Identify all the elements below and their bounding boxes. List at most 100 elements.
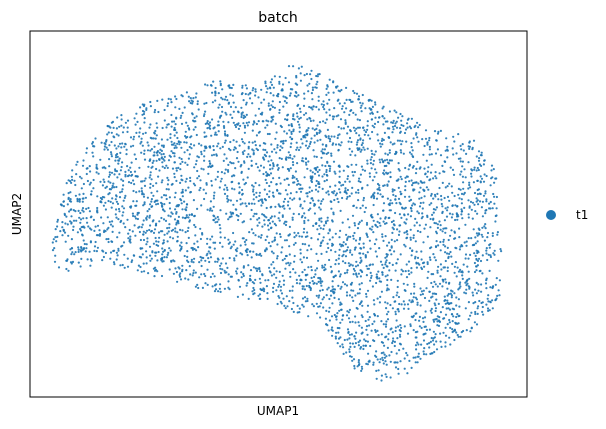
scatter-point [351,296,354,299]
scatter-point [130,174,133,177]
scatter-point [314,269,317,272]
scatter-point [143,179,146,182]
scatter-point [472,294,475,297]
scatter-point [80,226,83,229]
scatter-point [152,219,155,222]
scatter-point [95,163,98,166]
scatter-point [491,232,494,235]
scatter-point [236,267,239,270]
scatter-point [330,200,333,203]
scatter-point [138,230,141,234]
scatter-point [415,167,418,170]
scatter-point [351,342,354,345]
scatter-point [434,259,437,262]
scatter-point [411,204,414,207]
scatter-point [163,248,166,252]
scatter-point [333,135,336,138]
scatter-point [436,271,439,274]
scatter-point [139,106,142,109]
scatter-point [275,131,278,134]
scatter-point [311,197,314,200]
scatter-point [481,200,484,203]
scatter-point [484,227,487,230]
scatter-point [149,100,152,104]
scatter-point [360,104,363,107]
scatter-point [369,279,372,282]
scatter-point [266,292,269,295]
scatter-point [283,207,286,210]
scatter-point [468,140,471,143]
scatter-point [370,196,373,199]
scatter-point [370,156,373,159]
scatter-point [374,224,377,227]
scatter-point [266,172,269,175]
scatter-point [133,224,136,227]
scatter-point [103,166,106,169]
scatter-point [324,263,327,266]
scatter-point [80,187,83,190]
scatter-point [177,215,180,218]
scatter-point [252,266,255,269]
scatter-point [53,247,56,250]
scatter-point [420,290,423,293]
scatter-point [264,250,267,253]
scatter-point [193,242,196,245]
scatter-point [175,167,178,170]
scatter-point [179,181,182,184]
scatter-point [293,94,296,97]
scatter-point [383,222,387,225]
scatter-point [346,328,350,331]
scatter-point [157,142,160,145]
scatter-point [351,214,355,217]
scatter-point [458,248,461,251]
scatter-point [473,166,476,169]
scatter-point [226,266,229,269]
scatter-point [315,312,319,315]
scatter-point [490,164,494,167]
scatter-point [237,127,240,130]
scatter-point [312,305,315,308]
scatter-point [352,289,355,292]
scatter-point [320,103,323,106]
scatter-point [175,270,178,274]
scatter-point [335,318,338,321]
scatter-point [253,212,256,215]
scatter-point [355,331,358,334]
scatter-point [431,292,434,295]
scatter-point [242,237,245,240]
scatter-point [359,252,362,255]
scatter-point [404,180,407,183]
scatter-point [325,168,328,172]
scatter-point [460,202,463,205]
scatter-point [348,348,351,351]
scatter-point [338,275,342,278]
scatter-point [303,74,306,77]
scatter-point [116,254,119,257]
scatter-point [194,126,197,129]
scatter-point [237,160,240,163]
scatter-point [136,269,139,272]
scatter-point [368,324,371,327]
scatter-point [249,269,253,272]
scatter-point [193,223,196,227]
scatter-point [449,234,452,237]
scatter-point [352,89,355,93]
scatter-point [376,110,379,114]
scatter-point [389,141,392,144]
scatter-point [419,201,422,205]
scatter-point [181,216,184,219]
scatter-point [405,218,408,221]
scatter-point [385,313,389,316]
scatter-point [145,250,148,253]
scatter-point [477,159,481,162]
scatter-point [482,194,486,197]
scatter-point [401,115,404,118]
scatter-point [140,140,143,143]
scatter-point [457,298,460,301]
scatter-point [273,239,276,242]
scatter-point [222,120,225,123]
scatter-point [397,295,401,299]
scatter-point [269,217,272,220]
scatter-point [275,276,278,279]
scatter-point [323,173,326,176]
